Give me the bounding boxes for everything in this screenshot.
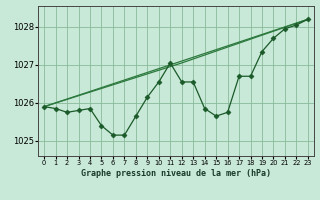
X-axis label: Graphe pression niveau de la mer (hPa): Graphe pression niveau de la mer (hPa) — [81, 169, 271, 178]
